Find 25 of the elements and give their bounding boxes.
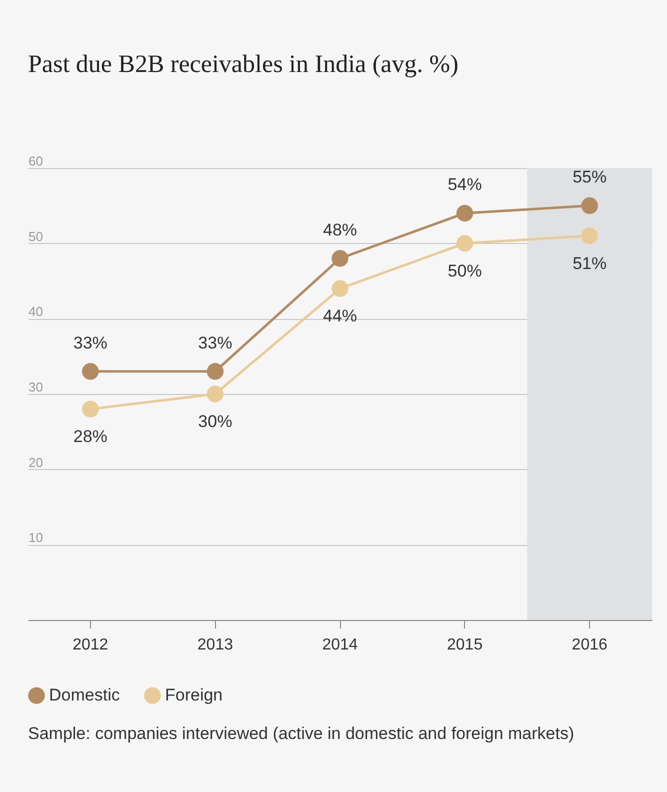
y-tick-label: 60: [28, 154, 43, 168]
data-label: 50%: [448, 261, 482, 280]
data-label: 33%: [198, 333, 232, 352]
data-label: 48%: [322, 220, 358, 240]
x-tick-label: 2013: [197, 636, 234, 654]
data-label: 28%: [73, 427, 108, 446]
y-tick-label: 30: [28, 380, 43, 394]
y-tick-label: 10: [28, 530, 43, 546]
legend-label: Foreign: [165, 686, 223, 705]
x-tick-label: 2014: [322, 636, 358, 654]
y-tick-label: 40: [28, 304, 43, 320]
y-tick-label: 20: [28, 454, 43, 470]
y-tick-label: 50: [28, 228, 43, 244]
data-label: 33%: [73, 333, 108, 352]
chart-title: Past due B2B receivables in India (avg. %): [28, 51, 458, 78]
x-tick-label: 2016: [572, 636, 608, 654]
data-label: 51%: [572, 254, 607, 273]
x-tick-label: 2015: [447, 636, 483, 654]
data-label: 44%: [322, 306, 358, 326]
text: Sample: companies interviewed (active in domestic and foreign markets): [28, 723, 574, 745]
data-label: 30%: [198, 412, 232, 431]
data-label: 55%: [572, 168, 607, 187]
legend-label: Domestic: [49, 686, 120, 705]
x-tick-label: 2012: [72, 636, 108, 654]
data-label: 54%: [448, 175, 482, 194]
